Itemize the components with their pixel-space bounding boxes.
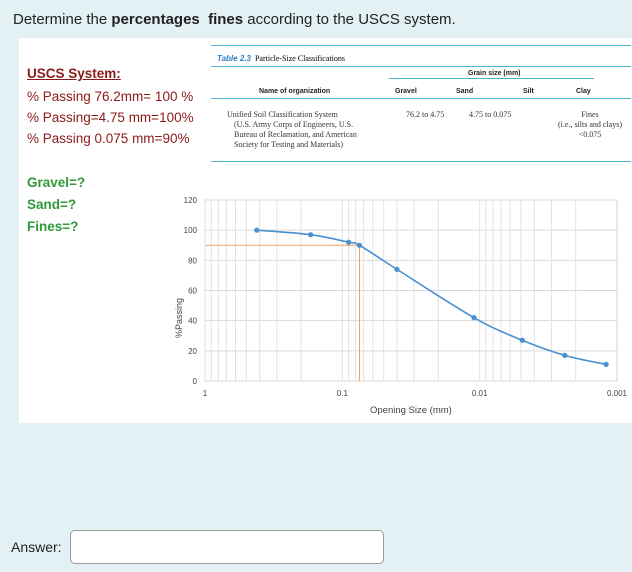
chart-grid xyxy=(204,199,618,382)
given-line-1: % Passing 76.2mm= 100 % xyxy=(27,89,194,104)
y-tick-label: 0 xyxy=(193,377,198,386)
y-tick-label: 20 xyxy=(188,347,197,356)
sand-cell: 4.75 to 0.075 xyxy=(469,110,512,119)
data-point xyxy=(346,239,352,245)
fines-cell: Fines (i.e., silts and clays) <0.075 xyxy=(550,110,630,140)
table-head-rule xyxy=(211,66,631,67)
question-prefix: Determine the xyxy=(13,11,112,28)
answer-label: Answer: xyxy=(11,539,62,555)
y-tick-label: 40 xyxy=(188,317,197,326)
gradation-curve xyxy=(256,229,607,366)
y-axis-title: %Passing xyxy=(174,297,184,338)
data-point xyxy=(603,361,609,368)
grain-size-rule xyxy=(389,78,594,79)
org-cell: Unified Soil Classification System (U.S.… xyxy=(227,110,357,150)
question-suffix: according to the USCS system. xyxy=(243,11,456,28)
data-point xyxy=(356,242,363,248)
col-clay: Clay xyxy=(576,88,591,95)
data-point xyxy=(394,266,400,272)
gravel-cell: 76.2 to 4.75 xyxy=(406,110,445,119)
question-bold-percentages: percentages xyxy=(111,11,200,28)
question-text: Determine the percentages fines accordin… xyxy=(13,11,456,28)
table-top-rule xyxy=(211,45,631,46)
given-line-3: % Passing 0.075 mm=90% xyxy=(27,131,190,146)
chart-series xyxy=(254,227,609,368)
data-point xyxy=(519,337,525,343)
data-point xyxy=(471,315,477,321)
org-line-2: (U.S. Army Corps of Engineers, U.S. xyxy=(234,120,354,129)
col-organization: Name of organization xyxy=(259,88,331,95)
fines-line-3: <0.075 xyxy=(578,130,602,139)
col-sand: Sand xyxy=(456,88,474,95)
question-bold-fines: fines xyxy=(208,11,244,28)
y-tick-label: 80 xyxy=(188,256,197,265)
answer-input[interactable] xyxy=(70,530,384,564)
x-axis-title: Opening Size (mm) xyxy=(370,405,452,416)
unknown-gravel: Gravel=? xyxy=(27,175,86,190)
fines-line-2: (i.e., silts and clays) xyxy=(558,120,622,129)
org-line-1: Unified Soil Classification System xyxy=(227,110,338,119)
x-tick-label: 1 xyxy=(203,389,208,398)
col-silt: Silt xyxy=(523,88,534,95)
table-caption-text: Particle-Size Classifications xyxy=(254,54,345,63)
table-number: Table 2.3 xyxy=(217,54,251,63)
unknown-fines: Fines=? xyxy=(27,219,79,234)
data-point xyxy=(562,352,568,358)
gradation-chart: 0 20 40 60 80 100 120 1 0.1 0.01 0.001 xyxy=(184,196,628,398)
org-line-4: Society for Testing and Materials) xyxy=(234,140,344,149)
col-grain-size: Grain size (mm) xyxy=(468,70,521,77)
unknown-sand: Sand=? xyxy=(27,197,77,212)
y-tick-label: 120 xyxy=(184,196,198,205)
col-gravel: Gravel xyxy=(395,88,417,95)
given-block: USCS System: % Passing 76.2mm= 100 % % P… xyxy=(27,63,194,149)
chart-guides xyxy=(205,244,360,381)
x-tick-label: 0.1 xyxy=(337,389,349,398)
chart-ticks: 0 20 40 60 80 100 120 1 0.1 0.01 0.001 xyxy=(184,196,628,398)
table-bottom-rule xyxy=(211,161,631,162)
unknowns-block: Gravel=? Sand=? Fines=? xyxy=(27,172,85,238)
y-tick-label: 100 xyxy=(184,226,198,235)
fines-line-1: Fines xyxy=(581,110,599,119)
given-heading: USCS System: xyxy=(27,66,121,81)
x-tick-label: 0.01 xyxy=(472,389,488,398)
data-point xyxy=(254,227,260,233)
table-sub-rule xyxy=(211,98,631,99)
x-tick-label: 0.001 xyxy=(607,389,628,398)
org-line-3: Bureau of Reclamation, and American xyxy=(234,130,357,139)
problem-image: USCS System: % Passing 76.2mm= 100 % % P… xyxy=(19,38,632,423)
table-caption: Table 2.3 Particle-Size Classifications xyxy=(217,54,345,63)
given-line-2: % Passing=4.75 mm=100% xyxy=(27,110,194,125)
y-tick-label: 60 xyxy=(188,287,197,296)
data-point xyxy=(308,232,314,238)
